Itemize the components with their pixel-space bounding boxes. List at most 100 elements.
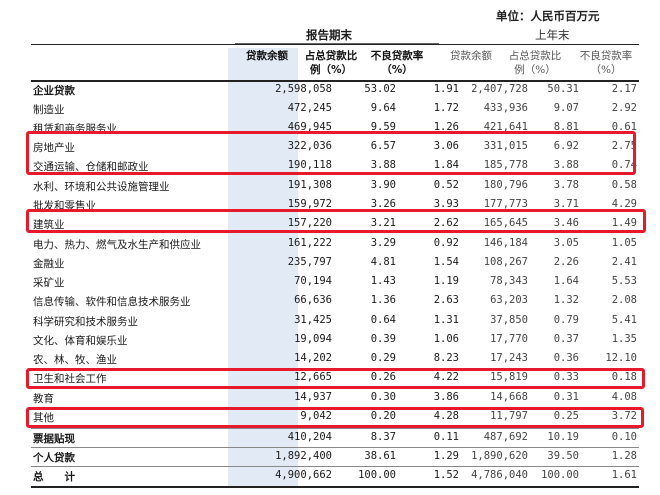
cell-value: 9.59: [370, 121, 396, 133]
cell-value: 161,222: [287, 237, 332, 249]
cell-value: 0.61: [611, 121, 637, 133]
header-prior-share: 占总贷款比例（%）: [508, 50, 562, 76]
cell-value: 4.08: [611, 391, 637, 403]
cell-value: 322,036: [287, 140, 332, 152]
cell-value: 3.29: [370, 237, 396, 249]
cell-value: 8.37: [370, 431, 396, 443]
row-label: 电力、热力、燃气及水生产和供应业: [33, 239, 201, 251]
cell-value: 191,308: [287, 179, 332, 191]
row-label: 交通运输、仓储和邮政业: [33, 161, 149, 173]
cell-value: 15,819: [490, 371, 528, 383]
row-label: 制造业: [33, 104, 65, 116]
cell-value: 4.22: [433, 371, 459, 383]
cell-value: 331,015: [483, 140, 528, 152]
cell-value: 3.90: [370, 179, 396, 191]
cell-value: 0.79: [553, 314, 579, 326]
cell-value: 3.78: [553, 179, 579, 191]
cell-value: 2.63: [433, 294, 459, 306]
row-label: 其他: [33, 412, 54, 424]
cell-value: 0.31: [553, 391, 579, 403]
cell-value: 177,773: [483, 198, 528, 210]
cell-value: 1.35: [611, 333, 637, 345]
header-prior-npl: 不良贷款率（%）: [579, 50, 633, 76]
row-label: 信息传输、软件和信息技术服务业: [33, 296, 191, 308]
cell-value: 2.08: [611, 294, 637, 306]
row-label: 农、林、牧、渔业: [33, 354, 117, 366]
table-row: 交通运输、仓储和邮政业 190,118 3.88 1.84 185,778 3.88 0.7…: [31, 157, 639, 176]
row-label: 卫生和社会工作: [33, 373, 107, 385]
cell-value: 2,598,058: [275, 83, 332, 95]
cell-value: 14,937: [294, 391, 332, 403]
cell-value: 0.74: [611, 159, 637, 171]
cell-value: 2.26: [553, 256, 579, 268]
table-row: 票据贴现 410,204 8.37 0.11 487,692 10.19 0.10: [31, 428, 639, 448]
cell-value: 0.36: [553, 352, 579, 364]
cell-value: 0.64: [370, 314, 396, 326]
cell-value: 4.81: [370, 256, 396, 268]
cell-value: 1.61: [611, 469, 637, 481]
row-label: 企业贷款: [33, 85, 75, 97]
cell-value: 5.53: [611, 275, 637, 287]
cell-value: 11,797: [490, 410, 528, 422]
row-label: 科学研究和技术服务业: [33, 316, 138, 328]
cell-value: 10.19: [547, 431, 579, 443]
table-row: 科学研究和技术服务业 31,425 0.64 1.31 37,850 0.79 5.41: [31, 312, 639, 331]
cell-value: 1.91: [433, 83, 459, 95]
cell-value: 19,094: [294, 333, 332, 345]
cell-value: 0.52: [433, 179, 459, 191]
cell-value: 0.20: [370, 410, 396, 422]
highlight-box-real-estate-transport: [26, 131, 636, 175]
cell-value: 0.33: [553, 371, 579, 383]
cell-value: 100.00: [541, 469, 579, 481]
cell-value: 1,890,620: [471, 450, 528, 462]
table-row: 租赁和商务服务业 469,945 9.59 1.26 421,641 8.81 0.61: [31, 119, 639, 138]
cell-value: 1.84: [433, 159, 459, 171]
highlight-box-construction: [26, 209, 646, 233]
table-row: 电力、热力、燃气及水生产和供应业 161,222 3.29 0.92 146,184 3.…: [31, 235, 639, 254]
cell-value: 0.92: [433, 237, 459, 249]
cell-value: 1.54: [433, 256, 459, 268]
cell-value: 0.11: [433, 431, 459, 443]
row-label: 个人贷款: [33, 452, 75, 464]
row-label: 总 计: [33, 471, 75, 483]
cell-value: 433,936: [483, 102, 528, 114]
table-row: 文化、体育和娱乐业 19,094 0.39 1.06 17,770 0.37 1.35: [31, 331, 639, 350]
cell-value: 17,243: [490, 352, 528, 364]
top-rule: [31, 44, 639, 45]
cell-value: 0.58: [611, 179, 637, 191]
cell-value: 1.05: [611, 237, 637, 249]
cell-value: 3.88: [553, 159, 579, 171]
cell-value: 4,786,040: [471, 469, 528, 481]
cell-value: 2.62: [433, 217, 459, 229]
cell-value: 0.18: [611, 371, 637, 383]
table-row: 水利、环境和公共设施管理业 191,308 3.90 0.52 180,796 3.78 0…: [31, 177, 639, 196]
cell-value: 469,945: [287, 121, 332, 133]
cell-value: 2,407,728: [471, 83, 528, 95]
cell-value: 8.23: [433, 352, 459, 364]
table-row: 个人贷款 1,892,400 38.61 1.29 1,890,620 39.50 1.28: [31, 447, 639, 467]
cell-value: 235,797: [287, 256, 332, 268]
cell-value: 3.21: [370, 217, 396, 229]
cell-value: 78,343: [490, 275, 528, 287]
table-row: 金融业 235,797 4.81 1.54 108,267 2.26 2.41: [31, 254, 639, 273]
current-balance-column-shading: [228, 48, 298, 488]
cell-value: 12.10: [605, 352, 637, 364]
cell-value: 1.19: [433, 275, 459, 287]
table-row: 卫生和社会工作 12,665 0.26 4.22 15,819 0.33 0.18: [31, 369, 639, 388]
header-current-share: 占总贷款比例（%）: [304, 50, 358, 76]
cell-value: 31,425: [294, 314, 332, 326]
row-label: 文化、体育和娱乐业: [33, 335, 128, 347]
cell-value: 1.26: [433, 121, 459, 133]
header-current-npl: 不良贷款率（%）: [370, 50, 424, 76]
cell-value: 108,267: [483, 256, 528, 268]
cell-value: 3.05: [553, 237, 579, 249]
cell-value: 37,850: [490, 314, 528, 326]
table-row: 其他 9,042 0.20 4.28 11,797 0.25 3.72: [31, 408, 639, 427]
cell-value: 3.46: [553, 217, 579, 229]
cell-value: 1.43: [370, 275, 396, 287]
unit-label: 单位：人民币百万元: [496, 9, 600, 23]
cell-value: 159,972: [287, 198, 332, 210]
cell-value: 38.61: [364, 450, 396, 462]
cell-value: 2.17: [611, 83, 637, 95]
cell-value: 1.06: [433, 333, 459, 345]
